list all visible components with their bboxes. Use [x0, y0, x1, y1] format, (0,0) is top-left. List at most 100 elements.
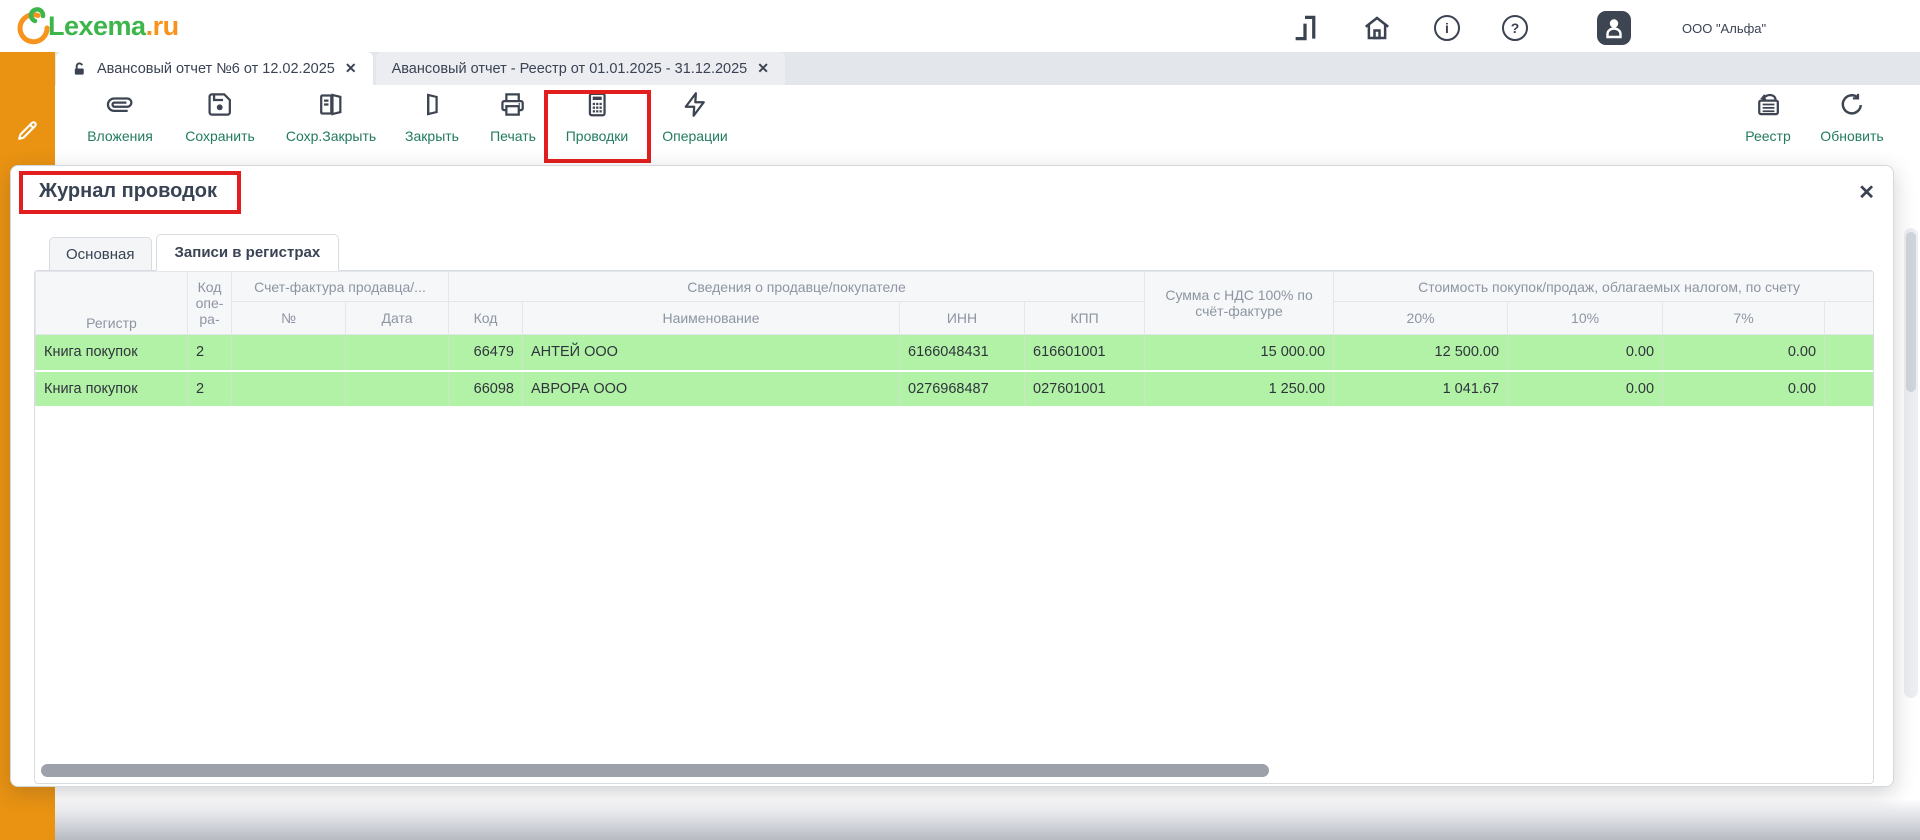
cell-date[interactable] — [345, 334, 449, 372]
cell-code[interactable]: 66098 — [448, 370, 523, 408]
save-button[interactable]: Сохранить — [185, 91, 255, 144]
table-row[interactable]: Книга покупок 2 66479 АНТЕЙ ООО 61660484… — [35, 334, 1873, 372]
toolbar: Вложения Сохранить Сохр.Закрыть Закрыть — [0, 85, 1920, 165]
group-header-taxable[interactable]: Стоимость покупок/продаж, облагаемых нал… — [1333, 271, 1873, 302]
cell-20[interactable]: 12 500.00 — [1333, 334, 1509, 372]
postings-label: Проводки — [565, 128, 629, 144]
col-header-20[interactable]: 20% — [1333, 301, 1509, 335]
save-close-icon — [319, 93, 342, 116]
close-button[interactable]: Закрыть — [405, 91, 459, 144]
cell-7[interactable]: 0.00 — [1662, 370, 1826, 408]
cell-op-code[interactable]: 2 — [187, 334, 232, 372]
tab-avans-registry[interactable]: Авансовый отчет - Реестр от 01.01.2025 -… — [375, 52, 785, 85]
info-icon[interactable]: i — [1434, 15, 1460, 41]
process-icon[interactable] — [1290, 13, 1320, 43]
cell-inn[interactable]: 0276968487 — [899, 370, 1025, 408]
tab-close-icon[interactable]: ✕ — [757, 60, 769, 76]
col-header-name[interactable]: Наименование — [522, 301, 900, 335]
col-header-kpp[interactable]: КПП — [1023, 301, 1146, 335]
tab-avans-report[interactable]: Авансовый отчет №6 от 12.02.2025 ✕ — [56, 52, 373, 85]
col-header-date[interactable]: Дата — [345, 301, 449, 335]
user-avatar[interactable] — [1596, 10, 1632, 46]
unlock-icon — [74, 62, 84, 75]
dialog-title: Журнал проводок — [39, 180, 218, 202]
help-icon[interactable]: ? — [1502, 15, 1528, 41]
tab-label: Авансовый отчет - Реестр от 01.01.2025 -… — [391, 60, 748, 77]
cell-sum[interactable]: 1 250.00 — [1144, 370, 1335, 408]
col-header-7[interactable]: 7% — [1662, 301, 1826, 335]
dialog-tabs: Основная Записи в регистрах — [49, 234, 340, 271]
top-bar: Lexema.ru i ? ООО "Альфа" — [0, 0, 1920, 52]
company-name: ООО "Альфа" — [1682, 20, 1767, 36]
cell-extra[interactable] — [1824, 334, 1873, 372]
calculator-icon — [588, 92, 606, 117]
save-close-label: Сохр.Закрыть — [285, 128, 377, 144]
cell-date[interactable] — [345, 370, 449, 408]
horizontal-scrollbar-thumb[interactable] — [41, 764, 1269, 777]
registry-button[interactable]: Реестр — [1745, 91, 1791, 144]
cell-register[interactable]: Книга покупок — [35, 334, 188, 372]
cell-10[interactable]: 0.00 — [1507, 334, 1664, 372]
save-label: Сохранить — [185, 128, 255, 144]
lightning-icon — [684, 92, 706, 117]
attachments-button[interactable]: Вложения — [87, 91, 153, 144]
cell-inn[interactable]: 6166048431 — [899, 334, 1025, 372]
operations-button[interactable]: Операции — [662, 91, 728, 144]
cell-kpp[interactable]: 027601001 — [1024, 370, 1146, 408]
attachments-label: Вложения — [87, 128, 153, 144]
postings-button[interactable]: Проводки — [565, 91, 629, 144]
table-row[interactable]: Книга покупок 2 66098 АВРОРА ООО 0276968… — [35, 370, 1873, 408]
cell-7[interactable]: 0.00 — [1662, 334, 1826, 372]
cell-code[interactable]: 66479 — [448, 334, 523, 372]
window-tab-strip: Авансовый отчет №6 от 12.02.2025 ✕ Аванс… — [55, 52, 1920, 85]
cell-name[interactable]: АНТЕЙ ООО — [522, 334, 900, 372]
lexema-logo[interactable]: Lexema.ru — [14, 7, 179, 45]
cell-extra[interactable] — [1824, 370, 1873, 408]
col-header-code[interactable]: Код — [448, 301, 523, 335]
dialog-close-icon[interactable]: ✕ — [1858, 182, 1875, 204]
tab-close-icon[interactable]: ✕ — [344, 60, 357, 76]
cell-register[interactable]: Книга покупок — [35, 370, 188, 408]
home-icon[interactable] — [1362, 13, 1392, 43]
printer-icon — [501, 93, 525, 116]
cell-num[interactable] — [231, 334, 346, 372]
cell-kpp[interactable]: 616601001 — [1024, 334, 1146, 372]
dialog-tab-panel: Регистр Код опе- ра- Счет-фактура продав… — [34, 270, 1874, 784]
group-header-party[interactable]: Сведения о продавце/покупателе — [447, 271, 1146, 302]
col-header-num[interactable]: № — [231, 301, 346, 335]
col-header-10[interactable]: 10% — [1507, 301, 1664, 335]
dialog-tab-main[interactable]: Основная — [49, 237, 152, 270]
col-header-sum[interactable]: Сумма с НДС 100% по счёт-фактуре — [1144, 271, 1335, 335]
logo-text: Lexema.ru — [48, 10, 179, 41]
cell-sum[interactable]: 15 000.00 — [1144, 334, 1335, 372]
save-icon — [208, 93, 232, 116]
edit-pencil-icon[interactable] — [15, 118, 40, 143]
cell-20[interactable]: 1 041.67 — [1333, 370, 1509, 408]
col-header-register[interactable]: Регистр — [35, 271, 188, 335]
vertical-scrollbar-thumb[interactable] — [1906, 232, 1916, 392]
operations-label: Операции — [662, 128, 728, 144]
tab-label: Авансовый отчет №6 от 12.02.2025 — [97, 60, 335, 77]
cell-num[interactable] — [231, 370, 346, 408]
dialog-tab-registers[interactable]: Записи в регистрах — [155, 234, 340, 271]
paperclip-icon — [107, 97, 133, 112]
col-header-extra[interactable] — [1824, 301, 1873, 335]
info-glyph: i — [1445, 20, 1449, 36]
registry-label: Реестр — [1745, 128, 1791, 144]
refresh-button[interactable]: Обновить — [1820, 91, 1884, 144]
cell-name[interactable]: АВРОРА ООО — [522, 370, 900, 408]
registry-icon — [1757, 93, 1779, 116]
save-close-button[interactable]: Сохр.Закрыть — [286, 91, 376, 144]
registers-table: Регистр Код опе- ра- Счет-фактура продав… — [35, 271, 1873, 408]
cell-10[interactable]: 0.00 — [1507, 370, 1664, 408]
cell-op-code[interactable]: 2 — [187, 370, 232, 408]
print-button[interactable]: Печать — [490, 91, 536, 144]
door-icon — [427, 93, 439, 116]
col-header-op-code[interactable]: Код опе- ра- — [187, 271, 232, 335]
refresh-label: Обновить — [1820, 128, 1884, 144]
group-header-invoice[interactable]: Счет-фактура продавца/... — [231, 271, 449, 302]
lexema-logo-icon — [17, 7, 50, 45]
col-header-inn[interactable]: ИНН — [899, 301, 1025, 335]
vertical-scrollbar[interactable] — [1904, 228, 1918, 698]
